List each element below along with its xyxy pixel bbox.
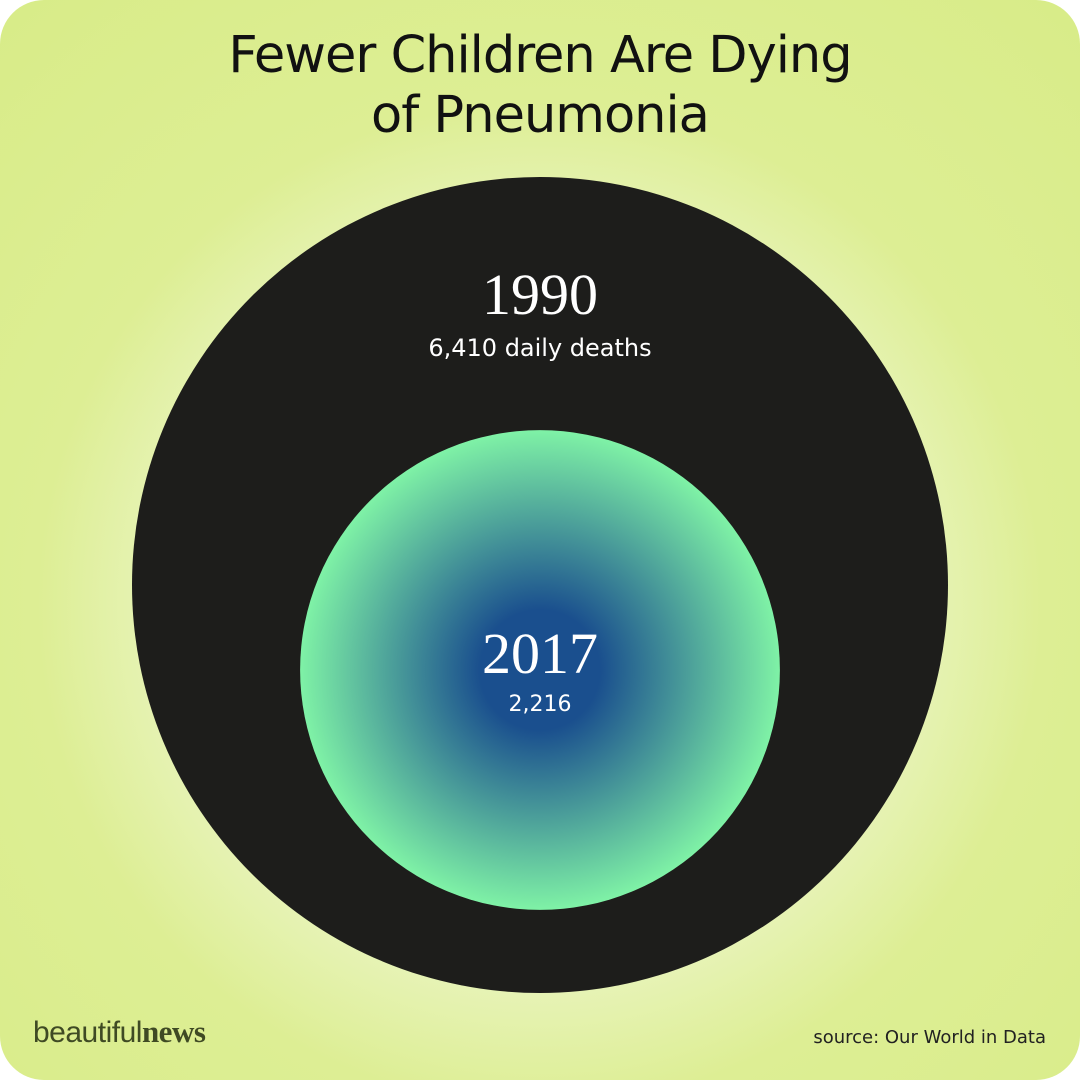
chart-title: Fewer Children Are Dying of Pneumonia [0,26,1080,146]
year-label-2017: 2017 [482,621,598,686]
year-label-1990: 1990 [482,262,598,327]
brand-bold: news [141,1014,206,1049]
source-credit: source: Our World in Data [813,1027,1046,1048]
brand-regular: beautiful [33,1016,142,1049]
title-line-2: of Pneumonia [371,86,710,145]
title-line-1: Fewer Children Are Dying [228,26,852,85]
value-label-1990: 6,410 daily deaths [428,334,651,362]
value-label-2017: 2,216 [509,692,572,717]
brand-logo: beautifulnews [33,1014,206,1050]
circle-2017 [300,430,780,910]
